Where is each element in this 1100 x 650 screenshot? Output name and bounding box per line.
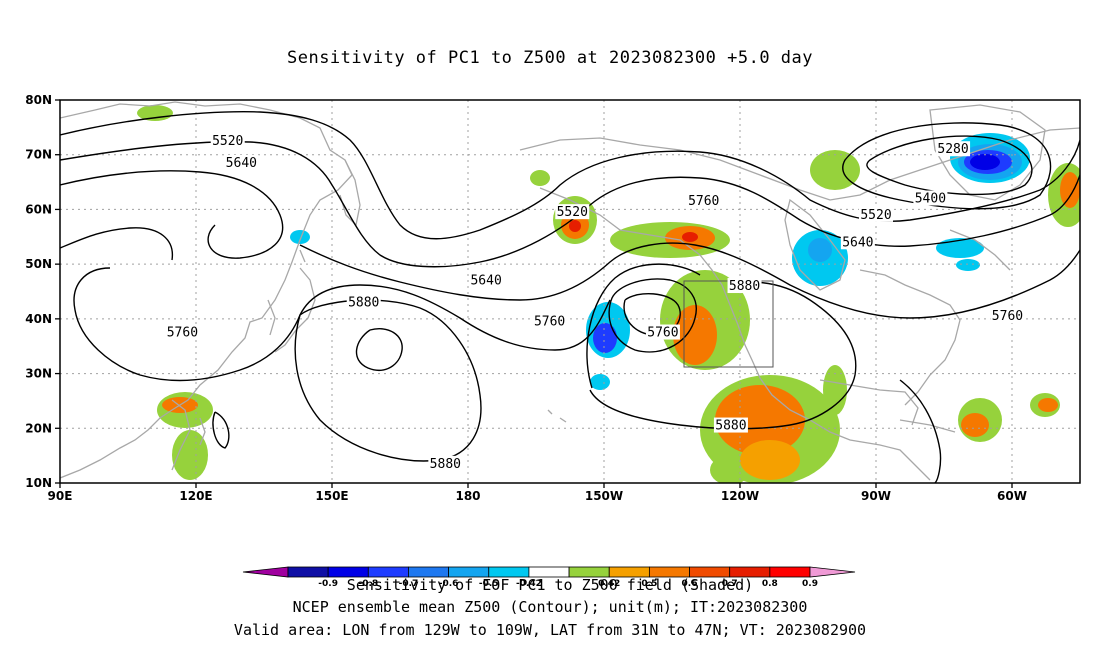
axis-ticks: 90E 120E 150E 180 150W 120W 90W 60W 10N 20N 30N 40N… [25,93,1027,503]
contour-5880f [212,411,230,449]
contour-label: 5520 [212,134,243,149]
contour-label: 5880 [715,419,746,434]
contour-5760a [60,170,284,259]
lat-tick-label: 20N [25,421,52,435]
sensitivity-patch [823,365,847,415]
lat-tick-label: 70N [25,148,52,162]
contour-labels: 5520 5640 5520 5760 5280 5400 5520 5640 5640 5880… [165,133,1025,472]
sensitivity-patch [290,230,310,244]
lat-tick-label: 60N [25,202,52,216]
sensitivity-patch [970,154,1000,170]
colorbar-label: 0.9 [802,579,818,589]
contour-label: 5400 [915,191,946,206]
lon-tick-label: 150E [315,489,348,503]
contour-label: 5760 [647,326,678,341]
lon-tick-label: 90E [48,489,73,503]
caption-valid-area: Valid area: LON from 129W to 109W, LAT f… [233,621,867,639]
colorbar-label: 0.42 [598,579,620,589]
caption-shaded: Sensitivity of EOF PC1 to Z500 field (Sh… [346,576,754,594]
colorbar-label: 0.6 [682,579,698,589]
sensitivity-patch [961,413,989,437]
colorbar-label: -0.8 [358,579,378,589]
lon-tick-label: 120W [721,489,759,503]
contour-label: 5760 [534,315,565,330]
coastline-layer [60,101,1080,481]
colorbar-label: -0.9 [318,579,338,589]
contour-label: 5880 [348,295,379,310]
contour-label: 5280 [937,142,968,157]
sensitivity-patch [1060,172,1080,208]
contour-5400 [842,122,1052,210]
lon-tick-label: 90W [861,489,891,503]
contour-label: 5520 [557,205,588,220]
z500-contours [60,111,1080,483]
contour-5880a [294,299,482,462]
contour-label: 5640 [842,235,873,250]
colorbar-label: -0.7 [399,579,419,589]
colorbar-label: -0.42 [516,579,542,589]
colorbar-label: -0.5 [479,579,499,589]
lon-tick-label: 60W [997,489,1027,503]
colorbar: -0.9 -0.8 -0.7 -0.6 -0.5 -0.42 0.42 0.5 0.6 0.7 0.… [242,566,856,589]
lat-tick-label: 50N [25,257,52,271]
contour-5760e [608,278,697,353]
contour-5760d [73,267,611,382]
contour-label: 5640 [470,274,501,289]
sensitivity-patch [956,259,980,271]
sensitivity-patch [715,385,805,455]
lon-tick-label: 120E [179,489,212,503]
sensitivity-patch [808,238,832,262]
sensitivity-patch [172,430,208,480]
lon-tick-label: 180 [455,489,480,503]
contour-5280 [866,135,1033,196]
contour-label: 5520 [860,208,891,223]
contour-5880d [589,281,857,430]
contour-5880g [899,379,942,483]
sensitivity-patch [810,150,860,190]
lon-tick-label: 150W [585,489,623,503]
contour-label: 5640 [226,156,257,171]
sensitivity-patch [740,440,800,480]
contour-5760b [299,242,1080,319]
contour-label: 5760 [688,194,719,209]
contour-label: 5880 [729,279,760,294]
sensitivity-patch [137,105,173,121]
colorbar-high-arrow [809,566,856,578]
colorbar-label: -0.6 [439,579,459,589]
caption-contour: NCEP ensemble mean Z500 (Contour); unit(… [292,598,808,616]
lat-tick-label: 10N [25,476,52,490]
contour-label: 5760 [992,309,1023,324]
contour-label: 5760 [167,326,198,341]
lat-tick-label: 30N [25,367,52,381]
sensitivity-patch [593,323,617,353]
contour-5880e [586,263,701,389]
plot-frame [59,99,1081,484]
map-title: Sensitivity of PC1 to Z500 at 2023082300… [286,48,813,68]
contour-5760c [60,227,174,261]
sensitivity-patch [590,374,610,390]
sensitivity-patch [710,455,750,483]
lat-tick-label: 40N [25,312,52,326]
contour-label: 5880 [430,457,461,472]
colorbar-label: 0.8 [762,579,778,589]
contour-5520a [60,111,1080,240]
sensitivity-patch [1038,398,1058,412]
colorbar-label: 0.7 [722,579,738,589]
sensitivity-patch [569,220,581,232]
sensitivity-patch [530,170,550,186]
lat-tick-label: 80N [25,93,52,107]
sensitivity-patch [682,232,698,242]
contour-5880b [355,328,403,371]
colorbar-label: 0.5 [641,579,657,589]
